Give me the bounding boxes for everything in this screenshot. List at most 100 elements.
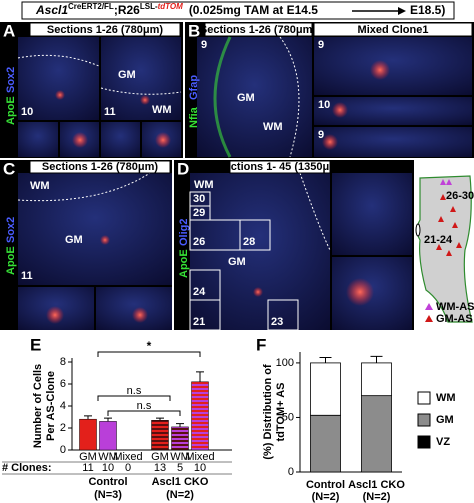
section-number: 24 bbox=[193, 286, 206, 298]
bar bbox=[79, 418, 97, 451]
cell bbox=[370, 60, 390, 80]
x-tick-label: Mixed bbox=[113, 451, 142, 463]
section-number: 10 bbox=[318, 99, 330, 111]
title-box bbox=[204, 22, 313, 37]
legend-marker bbox=[425, 303, 433, 310]
map-label: 26-30 bbox=[446, 190, 474, 202]
title-box bbox=[29, 160, 171, 174]
cell bbox=[346, 278, 374, 306]
section-number: 11 bbox=[21, 270, 33, 282]
section-number: 26 bbox=[193, 236, 205, 248]
cell bbox=[155, 132, 171, 148]
error-bar bbox=[176, 423, 184, 427]
inset bbox=[96, 287, 172, 330]
y-tick-label: 8 bbox=[60, 356, 66, 368]
error-bar bbox=[196, 371, 204, 382]
y-axis-label: Number of Cells bbox=[32, 364, 44, 448]
panel-label: B bbox=[188, 21, 200, 40]
treatment: (0.025mg TAM at E14.5 bbox=[189, 3, 318, 17]
region-label: GM bbox=[237, 92, 255, 104]
group-label: Control bbox=[88, 476, 127, 488]
cell bbox=[132, 307, 148, 323]
panel-label: A bbox=[3, 21, 15, 40]
legend-marker bbox=[425, 315, 433, 322]
gfap bbox=[213, 36, 232, 158]
micrograph bbox=[332, 173, 412, 255]
boundary bbox=[17, 172, 151, 202]
reporter-tdtom: tdTOM bbox=[158, 2, 184, 11]
x-tick-label: Mixed bbox=[185, 451, 214, 463]
cell bbox=[332, 102, 348, 118]
stain: ApoE bbox=[5, 246, 17, 275]
micrograph bbox=[18, 37, 99, 120]
reporter-allele: LSL- bbox=[140, 2, 158, 11]
header-box bbox=[21, 1, 455, 20]
inset-frames bbox=[189, 191, 299, 331]
panel-subtitle: Mixed Clone2 bbox=[337, 161, 408, 173]
clones-label: # Clones: bbox=[2, 462, 52, 474]
section-number: 21 bbox=[193, 316, 205, 328]
x-tick-label: GM bbox=[151, 451, 169, 463]
wm-markers bbox=[440, 179, 452, 185]
cell bbox=[72, 132, 88, 148]
region-label: WM bbox=[152, 104, 172, 116]
bar-segment bbox=[310, 362, 341, 416]
panel-label: D bbox=[177, 159, 189, 178]
y-axis-label: Per AS-Clone bbox=[45, 371, 57, 441]
group-n: (N=2) bbox=[363, 491, 391, 503]
bar-segment bbox=[310, 414, 341, 473]
stain: Sox2 bbox=[5, 217, 17, 243]
y-tick-label: 0 bbox=[288, 466, 294, 478]
legend-label: GM bbox=[436, 414, 454, 426]
clone-count: 11 bbox=[82, 462, 93, 474]
error-bar bbox=[104, 417, 112, 422]
cell bbox=[322, 134, 338, 150]
title-box bbox=[229, 160, 331, 174]
panel-title: Sections 1-26 (780μm) bbox=[47, 24, 164, 36]
error-bar bbox=[156, 417, 164, 421]
section-number: 9 bbox=[318, 129, 324, 141]
annotation: * bbox=[147, 339, 152, 353]
legend-label: WM bbox=[436, 392, 456, 404]
gm-markers bbox=[436, 194, 462, 256]
region-label: GM bbox=[118, 69, 136, 81]
section-number: 30 bbox=[193, 193, 205, 205]
bar-segment bbox=[361, 362, 392, 397]
group-n: (N=2) bbox=[166, 489, 194, 501]
boundary bbox=[100, 87, 182, 95]
title-box bbox=[313, 22, 473, 37]
cell bbox=[253, 287, 263, 297]
x-tick-label: Ascl1 CKO bbox=[348, 479, 405, 491]
micrograph bbox=[18, 173, 172, 285]
cell bbox=[140, 95, 150, 105]
error-bar bbox=[319, 356, 332, 363]
stain: Gfap bbox=[188, 75, 200, 100]
bar bbox=[99, 421, 117, 451]
clone-count: 0 bbox=[125, 462, 131, 474]
x-tick-label: Control bbox=[306, 479, 345, 491]
panel-title: Sections 1-26 (780μm) bbox=[42, 161, 159, 173]
y-tick-label: 6 bbox=[60, 378, 66, 390]
bracket bbox=[97, 351, 201, 357]
y-tick-label: 100 bbox=[276, 357, 294, 369]
bar bbox=[151, 420, 169, 451]
section-number: 11 bbox=[104, 106, 116, 118]
gene: Ascl1 bbox=[35, 3, 68, 17]
legend-label: WM-AS bbox=[436, 301, 474, 313]
group-n: (N=3) bbox=[94, 489, 122, 501]
error-bar bbox=[84, 415, 92, 420]
stain: ApoE bbox=[178, 249, 190, 278]
stain: ApoE bbox=[5, 96, 17, 125]
y-tick-label: 2 bbox=[60, 422, 66, 434]
panel-subtitle: Mixed Clone1 bbox=[358, 24, 429, 36]
annotation: n.s bbox=[127, 385, 142, 397]
reporter: ;R26 bbox=[114, 3, 140, 17]
panel-label: E bbox=[30, 335, 41, 354]
region-label: WM bbox=[194, 179, 214, 191]
group-n: (N=2) bbox=[312, 491, 340, 503]
boundary bbox=[299, 172, 331, 251]
x-tick-label: GM bbox=[79, 451, 97, 463]
x-tick-label: WM bbox=[170, 451, 190, 463]
stain: Olig2 bbox=[178, 218, 190, 246]
